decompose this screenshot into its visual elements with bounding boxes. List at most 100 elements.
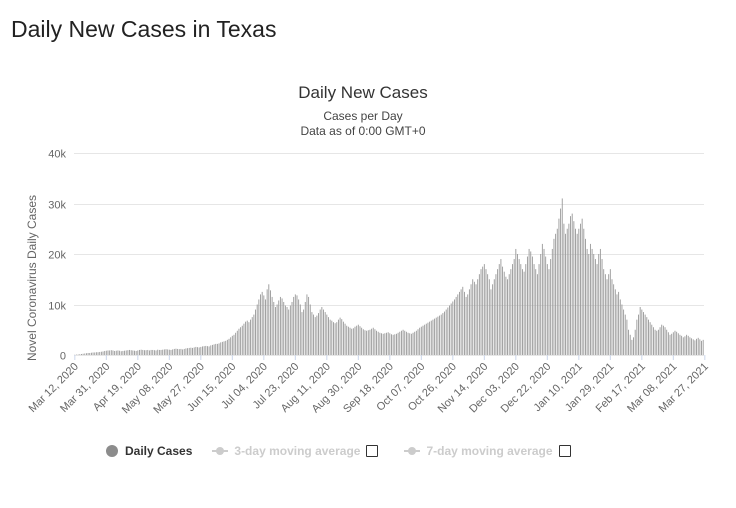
bar[interactable]: [331, 320, 333, 355]
bar[interactable]: [442, 313, 444, 355]
bar[interactable]: [173, 348, 175, 355]
bar[interactable]: [473, 281, 475, 355]
bar[interactable]: [488, 279, 490, 355]
bar[interactable]: [276, 304, 278, 356]
bar[interactable]: [641, 309, 643, 355]
bar[interactable]: [309, 304, 311, 356]
bar[interactable]: [462, 286, 464, 355]
bar[interactable]: [490, 289, 492, 355]
bar[interactable]: [405, 331, 407, 355]
bar[interactable]: [604, 274, 606, 355]
bar[interactable]: [215, 343, 217, 355]
bar[interactable]: [671, 333, 673, 355]
bar[interactable]: [546, 264, 548, 355]
bar[interactable]: [468, 289, 470, 355]
bar[interactable]: [611, 279, 613, 355]
bar[interactable]: [163, 349, 165, 355]
bar[interactable]: [311, 312, 313, 355]
bar[interactable]: [268, 284, 270, 355]
bar[interactable]: [90, 352, 92, 355]
bar[interactable]: [167, 349, 169, 355]
bar[interactable]: [412, 332, 414, 355]
bar[interactable]: [207, 346, 208, 355]
bar[interactable]: [109, 350, 111, 355]
bar[interactable]: [105, 350, 107, 355]
bar[interactable]: [205, 345, 207, 355]
bar[interactable]: [439, 315, 441, 355]
legend-item-3-day-average[interactable]: 3-day moving average: [212, 444, 384, 458]
bar[interactable]: [296, 295, 298, 355]
bar[interactable]: [216, 343, 218, 355]
bar[interactable]: [188, 347, 190, 355]
bar[interactable]: [303, 309, 305, 355]
bar[interactable]: [505, 276, 507, 355]
bar[interactable]: [638, 314, 639, 355]
bar[interactable]: [512, 264, 513, 355]
bar[interactable]: [402, 329, 404, 355]
bar[interactable]: [545, 256, 547, 355]
bar[interactable]: [129, 349, 130, 355]
bar[interactable]: [362, 329, 364, 355]
bar[interactable]: [566, 228, 568, 355]
bar[interactable]: [134, 350, 135, 355]
bar[interactable]: [472, 279, 474, 355]
bar[interactable]: [241, 325, 243, 355]
bar[interactable]: [298, 299, 300, 355]
bar[interactable]: [618, 291, 620, 356]
bar[interactable]: [144, 350, 145, 355]
bar[interactable]: [286, 307, 288, 355]
bar[interactable]: [377, 331, 379, 355]
bar[interactable]: [256, 304, 258, 356]
bar[interactable]: [541, 243, 543, 355]
bar[interactable]: [687, 335, 689, 355]
bar[interactable]: [560, 208, 562, 355]
bar[interactable]: [575, 228, 576, 355]
bar[interactable]: [273, 301, 275, 355]
bar[interactable]: [387, 332, 389, 355]
bar[interactable]: [102, 351, 104, 355]
bar[interactable]: [454, 299, 455, 355]
bar[interactable]: [211, 344, 213, 355]
bar[interactable]: [507, 279, 508, 355]
bar[interactable]: [460, 289, 462, 355]
bar[interactable]: [190, 347, 192, 355]
bar[interactable]: [235, 332, 237, 355]
bar[interactable]: [427, 322, 429, 355]
bar[interactable]: [414, 331, 416, 355]
bar[interactable]: [409, 333, 411, 355]
bar[interactable]: [324, 312, 326, 355]
bar[interactable]: [175, 348, 177, 355]
bar[interactable]: [634, 329, 636, 355]
bar[interactable]: [500, 259, 502, 355]
bar[interactable]: [614, 289, 616, 355]
bar[interactable]: [659, 327, 661, 355]
bar[interactable]: [165, 349, 167, 355]
bar[interactable]: [482, 266, 484, 356]
bar[interactable]: [323, 309, 324, 355]
bar[interactable]: [679, 334, 681, 355]
bar[interactable]: [483, 264, 485, 355]
bar[interactable]: [654, 329, 656, 355]
bar[interactable]: [316, 315, 318, 355]
bar[interactable]: [623, 309, 625, 355]
bar[interactable]: [603, 269, 605, 355]
bar[interactable]: [691, 338, 693, 355]
bar[interactable]: [203, 346, 205, 355]
bar[interactable]: [132, 350, 134, 355]
bar[interactable]: [425, 323, 427, 355]
bar[interactable]: [127, 350, 129, 355]
bar[interactable]: [79, 354, 81, 355]
bar[interactable]: [666, 329, 668, 355]
bar[interactable]: [193, 347, 195, 355]
bar[interactable]: [437, 316, 439, 355]
legend-item-daily-cases[interactable]: Daily Cases: [106, 444, 192, 458]
bar[interactable]: [435, 317, 437, 355]
bar[interactable]: [571, 213, 573, 355]
bar[interactable]: [702, 339, 704, 355]
bar[interactable]: [643, 312, 644, 355]
bar[interactable]: [417, 329, 419, 355]
bar[interactable]: [226, 339, 228, 355]
bar[interactable]: [364, 330, 366, 355]
bar[interactable]: [168, 349, 170, 355]
bar[interactable]: [510, 269, 512, 355]
